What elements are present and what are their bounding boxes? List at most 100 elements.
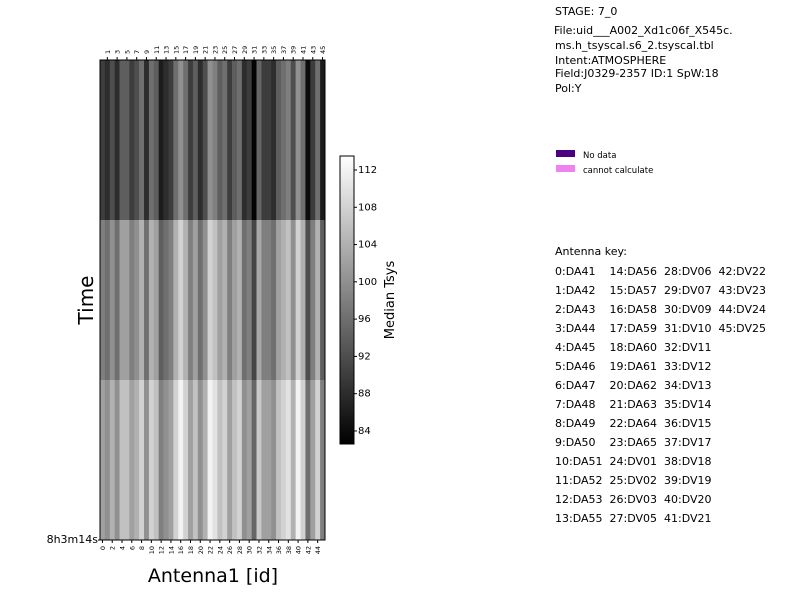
heatmap-cell (261, 380, 267, 541)
heatmap-cell (266, 60, 272, 221)
x-tick-label: 8 (138, 546, 146, 550)
heatmap-cell (183, 220, 189, 381)
x-top-tick-label: 7 (133, 50, 141, 54)
heatmap-cell (320, 220, 326, 381)
heatmap-cell (212, 60, 218, 221)
heatmap-cell (280, 380, 287, 541)
heatmap-cell (232, 60, 238, 221)
heatmap-cell (280, 60, 287, 221)
antenna-key-line: 3:DA44 17:DA59 31:DV10 45:DV25 (555, 322, 766, 335)
antenna-key-line: 4:DA45 18:DA60 32:DV11 (555, 341, 712, 354)
heatmap-cell (173, 60, 179, 221)
x-tick-label: 30 (246, 546, 254, 554)
antenna-key-line: 6:DA47 20:DA62 34:DV13 (555, 379, 712, 392)
heatmap-cell (144, 380, 150, 541)
x-tick-label: 18 (187, 546, 195, 554)
stage-label: STAGE: 7_0 (555, 5, 618, 18)
heatmap-cell (227, 380, 233, 541)
x-top-tick-label: 17 (182, 46, 190, 54)
heatmap-cell (222, 60, 228, 221)
heatmap-cell (241, 60, 248, 221)
file-line-2: ms.h_tsyscal.s6_2.tsyscal.tbl (555, 39, 714, 52)
antenna-key-title: Antenna key: (555, 245, 627, 258)
antenna-key-line: 1:DA42 15:DA57 29:DV07 43:DV23 (555, 284, 766, 297)
heatmap-cell (158, 380, 164, 541)
heatmap-cell (315, 380, 321, 541)
heatmap-cell (251, 380, 257, 541)
heatmap-cell (236, 60, 243, 221)
y-tick-label: 8h3m14s (47, 533, 99, 546)
heatmap-cell (197, 60, 204, 221)
x-tick-label: 28 (236, 546, 244, 554)
heatmap-cell (310, 380, 316, 541)
heatmap-cell (202, 60, 208, 221)
heatmap-cell (163, 60, 169, 221)
heatmap-cell (266, 220, 272, 381)
heatmap-cell (285, 220, 292, 381)
heatmap-cell (217, 380, 223, 541)
heatmap-cell (202, 380, 208, 541)
x-tick-label: 44 (314, 546, 322, 554)
heatmap-cell (139, 60, 145, 221)
x-axis-bottom-ticks: 0 2 4 6 8 10 12 14 16 18 20 22 24 26 28 30 32 34 36 38 40 42 4… (99, 540, 322, 554)
x-top-tick-label: 15 (172, 46, 180, 54)
antenna-key-line: 13:DA55 27:DV05 41:DV21 (555, 512, 712, 525)
heatmap-cell (153, 380, 159, 541)
heatmap-cell (207, 380, 213, 541)
heatmap-cell (163, 380, 169, 541)
x-top-tick-label: 39 (290, 46, 298, 54)
heatmap-cell (217, 60, 223, 221)
heatmap-cell (119, 220, 125, 381)
x-top-tick-label: 13 (163, 46, 171, 54)
heatmap-cell (139, 220, 145, 381)
colorbar-ticks: 84 88 92 96 100 104 108 112 (354, 165, 377, 437)
heatmap-cell (227, 60, 233, 221)
heatmap-cell (212, 220, 218, 381)
colorbar-label: Median Tsys (383, 261, 398, 340)
colorbar-tick-label: 92 (358, 351, 371, 362)
heatmap-cell (109, 220, 115, 381)
heatmap-cell (236, 380, 243, 541)
x-top-tick-label: 21 (202, 46, 210, 54)
heatmap-cell (315, 60, 321, 221)
x-tick-label: 6 (128, 546, 136, 550)
colorbar-tick-label: 108 (358, 202, 377, 213)
heatmap-cell (178, 380, 184, 541)
heatmap-cell (124, 220, 130, 381)
heatmap-cell (320, 60, 326, 221)
heatmap-cell (100, 60, 106, 221)
heatmap-cell (168, 220, 174, 381)
colorbar-tick-label: 104 (358, 240, 377, 251)
x-axis-label: Antenna1 [id] (148, 565, 278, 587)
heatmap-cell (310, 60, 316, 221)
heatmap-cell (148, 380, 155, 541)
antenna-key-line: 11:DA52 25:DV02 39:DV19 (555, 474, 712, 487)
heatmap-cell (144, 60, 150, 221)
heatmap-cell (300, 220, 306, 381)
x-tick-label: 38 (285, 546, 293, 554)
x-top-tick-label: 3 (114, 50, 122, 54)
x-top-tick-label: 29 (241, 46, 249, 54)
heatmap-cell (183, 60, 189, 221)
x-tick-label: 26 (226, 546, 234, 554)
heatmap-cell (183, 380, 189, 541)
heatmap-cell (295, 60, 301, 221)
heatmap-cell (173, 220, 179, 381)
heatmap-cell (129, 60, 135, 221)
heatmap-cell (144, 220, 150, 381)
heatmap-cell (114, 220, 120, 381)
heatmap-cell (148, 60, 155, 221)
x-tick-label: 14 (167, 546, 175, 554)
heatmap-cell (285, 60, 292, 221)
x-tick-label: 34 (265, 546, 273, 554)
antenna-key-line: 8:DA49 22:DA64 36:DV15 (555, 417, 712, 430)
x-tick-label: 0 (99, 546, 107, 550)
x-axis-top-ticks: 1 3 5 7 9 11 13 15 17 19 21 23 25 27 29 31 33 35 37 39 41 43 4… (104, 46, 327, 60)
heatmap-cell (285, 380, 292, 541)
heatmap-cell (134, 380, 140, 541)
heatmap-cell (241, 380, 248, 541)
heatmap-cell (114, 380, 120, 541)
heatmap-cell (261, 60, 267, 221)
x-tick-label: 12 (158, 546, 166, 554)
x-top-tick-label: 35 (270, 46, 278, 54)
